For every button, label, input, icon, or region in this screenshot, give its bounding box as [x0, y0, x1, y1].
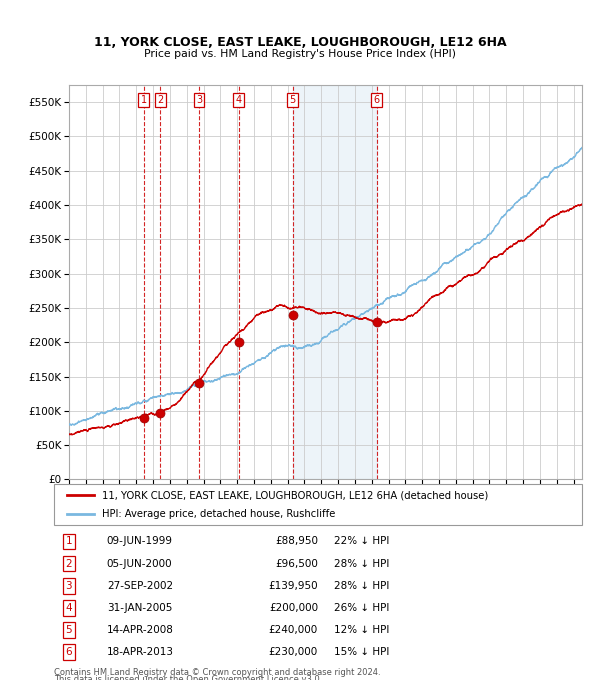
- Text: 18-APR-2013: 18-APR-2013: [107, 647, 174, 657]
- Text: Price paid vs. HM Land Registry's House Price Index (HPI): Price paid vs. HM Land Registry's House …: [144, 50, 456, 59]
- Text: This data is licensed under the Open Government Licence v3.0.: This data is licensed under the Open Gov…: [54, 675, 322, 680]
- Text: 14-APR-2008: 14-APR-2008: [107, 625, 173, 635]
- FancyBboxPatch shape: [54, 484, 582, 525]
- Text: £240,000: £240,000: [269, 625, 318, 635]
- Text: 15% ↓ HPI: 15% ↓ HPI: [334, 647, 389, 657]
- Text: 3: 3: [65, 581, 72, 591]
- Text: 2: 2: [157, 95, 163, 105]
- Bar: [293, 85, 377, 479]
- Text: 28% ↓ HPI: 28% ↓ HPI: [334, 558, 389, 568]
- Text: 27-SEP-2002: 27-SEP-2002: [107, 581, 173, 591]
- Text: 11, YORK CLOSE, EAST LEAKE, LOUGHBOROUGH, LE12 6HA (detached house): 11, YORK CLOSE, EAST LEAKE, LOUGHBOROUGH…: [101, 490, 488, 500]
- Text: 12% ↓ HPI: 12% ↓ HPI: [334, 625, 389, 635]
- Text: 2: 2: [65, 558, 72, 568]
- Text: 3: 3: [196, 95, 202, 105]
- Text: 31-JAN-2005: 31-JAN-2005: [107, 602, 172, 613]
- Text: £230,000: £230,000: [269, 647, 318, 657]
- Text: 11, YORK CLOSE, EAST LEAKE, LOUGHBOROUGH, LE12 6HA: 11, YORK CLOSE, EAST LEAKE, LOUGHBOROUGH…: [94, 36, 506, 49]
- Text: 4: 4: [65, 602, 72, 613]
- Text: 4: 4: [235, 95, 242, 105]
- Text: £200,000: £200,000: [269, 602, 318, 613]
- Text: 22% ↓ HPI: 22% ↓ HPI: [334, 537, 389, 547]
- Text: £96,500: £96,500: [275, 558, 318, 568]
- Text: 5: 5: [65, 625, 72, 635]
- Text: 28% ↓ HPI: 28% ↓ HPI: [334, 581, 389, 591]
- Text: 6: 6: [65, 647, 72, 657]
- Text: 6: 6: [374, 95, 380, 105]
- Text: 1: 1: [65, 537, 72, 547]
- Text: 09-JUN-1999: 09-JUN-1999: [107, 537, 173, 547]
- Text: 1: 1: [140, 95, 147, 105]
- Text: HPI: Average price, detached house, Rushcliffe: HPI: Average price, detached house, Rush…: [101, 509, 335, 519]
- Text: 26% ↓ HPI: 26% ↓ HPI: [334, 602, 389, 613]
- Text: £139,950: £139,950: [268, 581, 318, 591]
- Text: Contains HM Land Registry data © Crown copyright and database right 2024.: Contains HM Land Registry data © Crown c…: [54, 668, 380, 677]
- Text: 5: 5: [289, 95, 296, 105]
- Text: 05-JUN-2000: 05-JUN-2000: [107, 558, 172, 568]
- Text: £88,950: £88,950: [275, 537, 318, 547]
